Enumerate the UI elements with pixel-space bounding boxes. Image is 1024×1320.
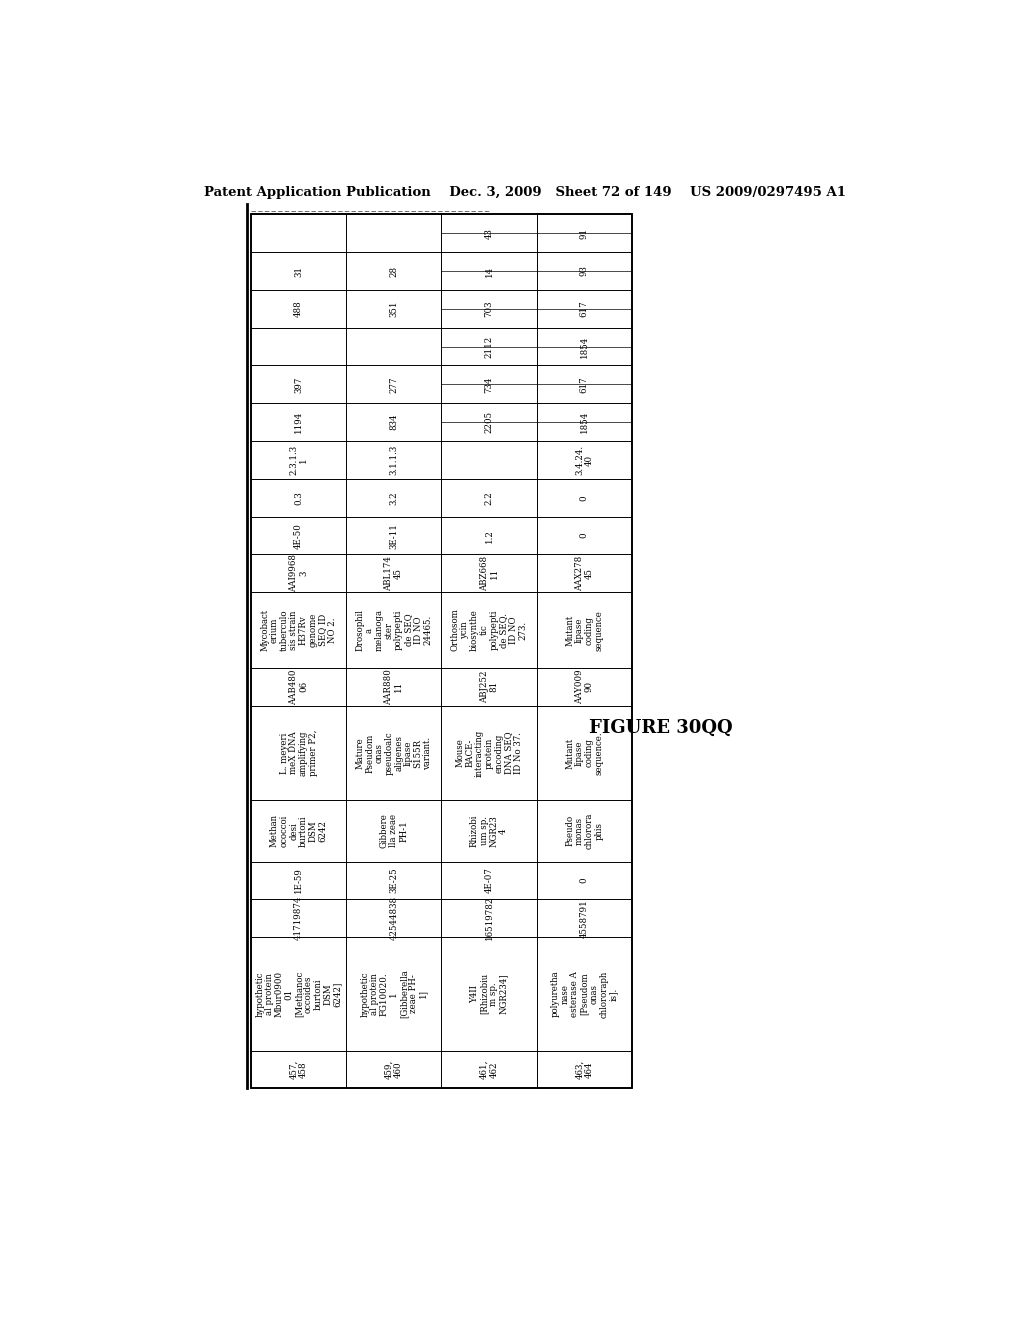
Text: 461,
462: 461, 462 (479, 1060, 499, 1080)
Text: 1854: 1854 (580, 411, 589, 433)
Text: 488: 488 (294, 301, 303, 317)
Text: 16519782: 16519782 (484, 896, 494, 940)
Text: 31: 31 (294, 265, 303, 276)
Text: ABJ252
81: ABJ252 81 (479, 671, 499, 704)
Text: Gibbere
lla zeae
PH-1: Gibbere lla zeae PH-1 (380, 813, 408, 849)
Text: 0: 0 (580, 495, 589, 500)
Text: 617: 617 (580, 376, 589, 393)
Text: 0: 0 (580, 878, 589, 883)
Text: 0.3: 0.3 (294, 491, 303, 504)
Text: 3.1.1.3: 3.1.1.3 (389, 445, 398, 475)
Text: 351: 351 (389, 301, 398, 317)
Text: 41719874: 41719874 (294, 896, 303, 940)
Text: 703: 703 (484, 301, 494, 317)
Text: 459,
460: 459, 460 (384, 1060, 403, 1080)
Text: 3E-11: 3E-11 (389, 523, 398, 549)
Text: 4E-07: 4E-07 (484, 867, 494, 894)
Bar (251, 214, 632, 1089)
Text: Pseudo
monas
chlorora
phis: Pseudo monas chlorora phis (565, 813, 603, 849)
Text: AAY009
90: AAY009 90 (574, 669, 594, 704)
Text: polyuretha
nase
esterase A
[Pseudom
onas
chlororaph
is].: polyuretha nase esterase A [Pseudom onas… (551, 970, 617, 1018)
Text: 734: 734 (484, 376, 494, 392)
Text: 2.2: 2.2 (484, 491, 494, 504)
Text: FIGURE 30QQ: FIGURE 30QQ (590, 718, 733, 737)
Text: 3.2: 3.2 (389, 491, 398, 504)
Text: 277: 277 (389, 376, 398, 392)
Text: 1.2: 1.2 (484, 528, 494, 543)
Text: Mutant
lipase
coding
sequence.: Mutant lipase coding sequence. (565, 731, 603, 775)
Text: 4558791: 4558791 (580, 899, 589, 937)
Text: 1E-59: 1E-59 (294, 867, 303, 894)
Text: Orthosom
ycin
biosynthe
tic
polypepti
de SEQ.
ID NO
273.: Orthosom ycin biosynthe tic polypepti de… (451, 609, 527, 652)
Text: 1194: 1194 (294, 411, 303, 433)
Text: 2112: 2112 (484, 335, 494, 358)
Text: L. meyeri
meX DNA
amplifying
primer P2,: L. meyeri meX DNA amplifying primer P2, (280, 730, 317, 776)
Text: Mutant
lipase
coding
sequence: Mutant lipase coding sequence (565, 610, 603, 651)
Text: Mature
Pseudom
onas
pseudoalc
aligenes
lipase
S155R
variant.: Mature Pseudom onas pseudoalc aligenes l… (355, 731, 432, 775)
Text: 1854: 1854 (580, 335, 589, 358)
Text: Mycobact
erium
tuberculo
sis strain
H37Rv
genome
SEQ ID
NO 2.: Mycobact erium tuberculo sis strain H37R… (260, 609, 337, 651)
Text: Drosophil
a
melanoga
ster
polypepti
de SEQ
ID NO
24465.: Drosophil a melanoga ster polypepti de S… (355, 609, 432, 651)
Text: hypothetic
al protein
Mbur0900
01
[Methanoc
occoides
burtoni
DSM
6242]: hypothetic al protein Mbur0900 01 [Metha… (255, 970, 342, 1016)
Text: 42544838: 42544838 (389, 896, 398, 940)
Text: AAR880
11: AAR880 11 (384, 669, 403, 705)
Text: 617: 617 (580, 301, 589, 317)
Text: 14: 14 (484, 265, 494, 277)
Text: 2205: 2205 (484, 411, 494, 433)
Text: Patent Application Publication    Dec. 3, 2009   Sheet 72 of 149    US 2009/0297: Patent Application Publication Dec. 3, 2… (204, 186, 846, 199)
Text: Methan
ococcoi
desi
burtoni
DSM
6242: Methan ococcoi desi burtoni DSM 6242 (270, 814, 328, 847)
Text: 28: 28 (389, 265, 398, 277)
Text: 43: 43 (484, 228, 494, 239)
Text: Rhizobi
um sp.
NGR23
4: Rhizobi um sp. NGR23 4 (470, 814, 508, 847)
Text: ABZ668
11: ABZ668 11 (479, 556, 499, 591)
Text: 91: 91 (580, 227, 589, 239)
Text: AAB480
06: AAB480 06 (289, 669, 308, 705)
Text: Mouse
BACE-
interacting
protein
encoding
DNA SEQ
ID No 37.: Mouse BACE- interacting protein encoding… (456, 730, 522, 776)
Bar (251, 214, 632, 1089)
Text: 397: 397 (294, 376, 303, 392)
Text: AAX278
45: AAX278 45 (574, 556, 594, 591)
Text: 3E-25: 3E-25 (389, 867, 398, 894)
Text: AAI9968
3: AAI9968 3 (289, 554, 308, 593)
Text: 3.4.24.
40: 3.4.24. 40 (574, 445, 594, 475)
Text: 463,
464: 463, 464 (574, 1060, 594, 1080)
Text: 834: 834 (389, 414, 398, 430)
Text: ABL174
45: ABL174 45 (384, 556, 403, 591)
Text: hypothetic
al protein
FG10020.
1
[Gibberella
zeae PH-
1]: hypothetic al protein FG10020. 1 [Gibber… (360, 969, 427, 1018)
Text: 4E-50: 4E-50 (294, 523, 303, 549)
Text: 457,
458: 457, 458 (289, 1060, 308, 1080)
Text: Y4II
[Rhizobiu
m sp.
NGR234]: Y4II [Rhizobiu m sp. NGR234] (470, 973, 508, 1015)
Text: 2.3.1.3
1: 2.3.1.3 1 (289, 445, 308, 475)
Text: 93: 93 (580, 265, 589, 276)
Text: 0: 0 (580, 533, 589, 539)
